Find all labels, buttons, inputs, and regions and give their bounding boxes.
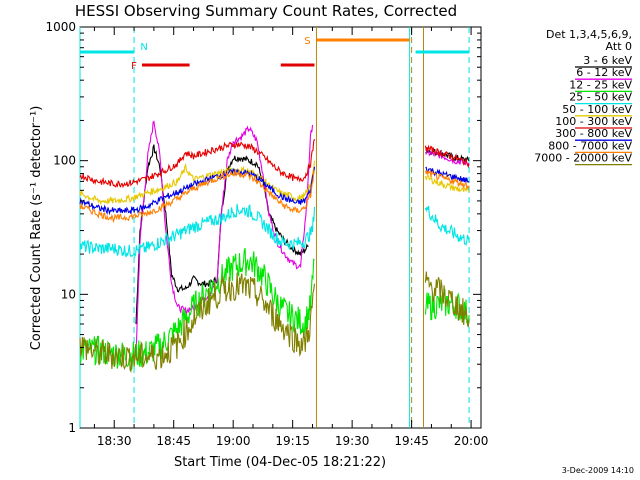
legend-label: 300 - 800 keV [555,127,632,140]
legend-label: 3 - 6 keV [583,54,632,67]
series-100-300-kev [424,144,470,169]
x-tick-label: 20:00 [454,434,489,448]
y-axis: 1 10 100 1000 [45,20,481,435]
y-tick-label: 1000 [45,20,76,34]
legend-label: 800 - 7000 keV [548,139,632,152]
series-100-300-kev [79,138,316,189]
chart-title: HESSI Observing Summary Count Rates, Cor… [75,2,457,20]
legend-label: 6 - 12 keV [576,66,632,79]
y-tick-label: 1 [68,421,76,435]
flag-label-s: S [304,36,310,47]
x-tick-label: 19:30 [335,434,370,448]
y-tick-label: 10 [61,287,76,301]
series-group [79,120,470,373]
legend-label: 50 - 100 keV [562,103,632,116]
x-axis: 18:30 18:45 19:00 19:15 19:30 19:45 20:00 [93,27,489,448]
series-50-100-kev [79,160,316,206]
series-25-50-kev [79,203,316,259]
series-50-100-kev [424,173,470,193]
flag-label-f: F [131,61,137,72]
x-tick-label: 19:00 [216,434,251,448]
legend-label: 7000 - 20000 keV [534,152,632,165]
x-tick-label: 19:45 [394,434,429,448]
y-tick-label: 100 [53,154,76,168]
legend-title-line-1: Det 1,3,4,5,6,9, [546,28,632,41]
flag-label-n: N [140,42,147,53]
series-7000-20000-kev [79,272,316,373]
series-800-7000-kev [424,169,470,190]
legend-label: 25 - 50 keV [569,91,632,104]
series-800-7000-kev [79,169,316,224]
x-tick-label: 18:45 [156,434,191,448]
y-axis-label: Corrected Count Rate (s⁻¹ detector⁻¹) [29,106,44,351]
series-6-12-kev [135,120,314,357]
footer-date: 3-Dec-2009 14:10 [562,466,634,475]
mode-lines [79,27,470,428]
flag-bars: NF S [80,36,470,72]
plot-area: NF S [79,26,482,429]
series-25-50-kev [424,205,470,247]
legend-title-line-2: Att 0 [606,40,632,53]
x-tick-label: 19:15 [275,434,310,448]
series-300-800-kev [425,166,470,183]
legend-label: 100 - 300 keV [555,115,632,128]
series-7000-20000-kev [424,271,470,328]
legend-label: 12 - 25 keV [569,78,632,91]
series-300-800-kev [79,166,316,216]
x-tick-label: 18:30 [97,434,132,448]
x-axis-label: Start Time (04-Dec-05 18:21:22) [174,455,386,470]
